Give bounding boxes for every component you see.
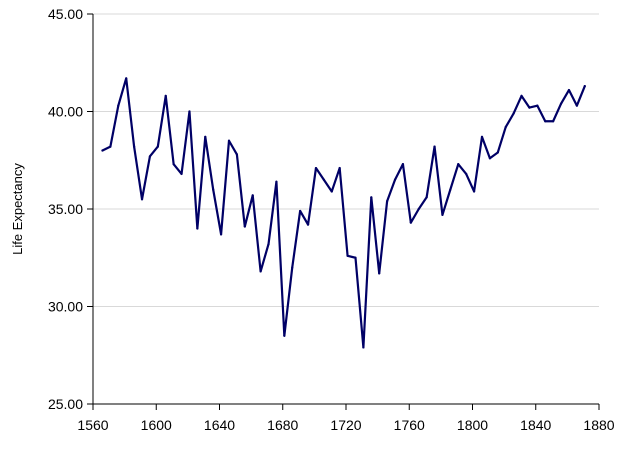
x-tick-label-6: 1800 — [457, 417, 488, 433]
data-point-0-30 — [338, 166, 341, 170]
data-point-0-20 — [259, 270, 262, 273]
data-point-0-51 — [504, 126, 507, 129]
x-tick-label-0: 1560 — [77, 417, 108, 433]
y-tick-label-1: 30.00 — [48, 299, 83, 315]
data-point-0-13 — [204, 135, 207, 138]
data-point-0-33 — [362, 346, 365, 349]
data-point-0-36 — [386, 200, 389, 203]
data-point-0-11 — [188, 110, 191, 113]
data-point-0-27 — [314, 166, 318, 170]
data-point-0-9 — [172, 163, 175, 166]
data-point-0-44 — [449, 188, 452, 191]
x-tick-label-1: 1600 — [141, 417, 172, 433]
x-tick-label-5: 1760 — [394, 417, 425, 433]
tick-labels: 25.00 30.00 35.00 40.00 45.00 1560 1600 1640 168… — [48, 6, 615, 433]
data-point-0-49 — [488, 157, 491, 160]
data-point-0-35 — [378, 272, 381, 275]
data-point-0-60 — [575, 104, 578, 107]
series-layer — [101, 77, 586, 349]
y-tick-label-3: 40.00 — [48, 104, 83, 120]
x-tick-label-2: 1640 — [204, 417, 235, 433]
axes — [87, 13, 600, 410]
data-point-0-14 — [212, 188, 215, 191]
data-point-0-4 — [133, 145, 136, 148]
data-point-0-19 — [251, 194, 254, 197]
data-point-0-50 — [496, 151, 499, 154]
data-point-0-37 — [393, 178, 397, 181]
data-point-0-0 — [101, 149, 104, 152]
data-point-0-26 — [306, 223, 310, 226]
data-point-0-52 — [512, 112, 515, 115]
data-point-0-31 — [346, 254, 349, 257]
data-point-0-56 — [544, 120, 547, 123]
data-point-0-39 — [409, 221, 412, 224]
data-point-0-41 — [425, 196, 428, 199]
data-point-0-22 — [275, 180, 278, 183]
data-point-0-55 — [536, 104, 539, 107]
data-point-0-10 — [180, 172, 183, 175]
data-point-0-5 — [140, 198, 144, 201]
data-point-0-58 — [559, 102, 563, 105]
data-point-0-12 — [196, 227, 199, 230]
data-point-0-48 — [480, 135, 484, 138]
x-tick-label-8: 1880 — [583, 417, 614, 433]
y-axis-title: Life Expectancy — [10, 163, 25, 255]
data-point-0-24 — [291, 266, 294, 269]
data-point-0-61 — [583, 85, 586, 88]
x-tick-label-3: 1680 — [267, 417, 298, 433]
data-point-0-40 — [417, 207, 420, 211]
gridlines — [93, 13, 599, 307]
data-point-0-1 — [109, 145, 112, 148]
data-point-0-57 — [552, 120, 555, 123]
y-tick-label-4: 45.00 — [48, 6, 83, 22]
data-point-0-3 — [125, 77, 128, 80]
data-point-0-29 — [330, 190, 333, 193]
data-point-0-23 — [283, 334, 286, 337]
data-point-0-16 — [227, 139, 231, 142]
data-point-0-2 — [117, 104, 120, 107]
data-point-0-53 — [520, 94, 523, 97]
data-point-0-15 — [219, 233, 223, 236]
data-point-0-8 — [164, 94, 167, 97]
data-point-0-25 — [299, 209, 302, 213]
data-point-0-34 — [370, 196, 373, 199]
series-line-0 — [101, 77, 586, 349]
data-point-0-6 — [148, 155, 152, 158]
data-point-0-47 — [472, 190, 476, 193]
data-point-0-59 — [567, 88, 571, 92]
data-point-0-28 — [322, 178, 325, 181]
data-point-0-17 — [235, 153, 238, 156]
data-point-0-32 — [354, 256, 357, 259]
data-point-0-54 — [528, 106, 531, 109]
y-tick-label-2: 35.00 — [48, 201, 83, 217]
x-tick-label-7: 1840 — [520, 417, 551, 433]
data-point-0-38 — [401, 163, 405, 166]
data-point-0-7 — [156, 145, 159, 148]
data-point-0-42 — [433, 145, 436, 148]
data-point-0-45 — [457, 163, 460, 166]
data-point-0-43 — [441, 213, 444, 216]
data-point-0-21 — [267, 243, 270, 246]
data-point-0-46 — [465, 172, 468, 175]
data-point-0-18 — [243, 225, 246, 228]
x-tick-label-4: 1720 — [330, 417, 361, 433]
y-tick-label-0: 25.00 — [48, 396, 83, 412]
